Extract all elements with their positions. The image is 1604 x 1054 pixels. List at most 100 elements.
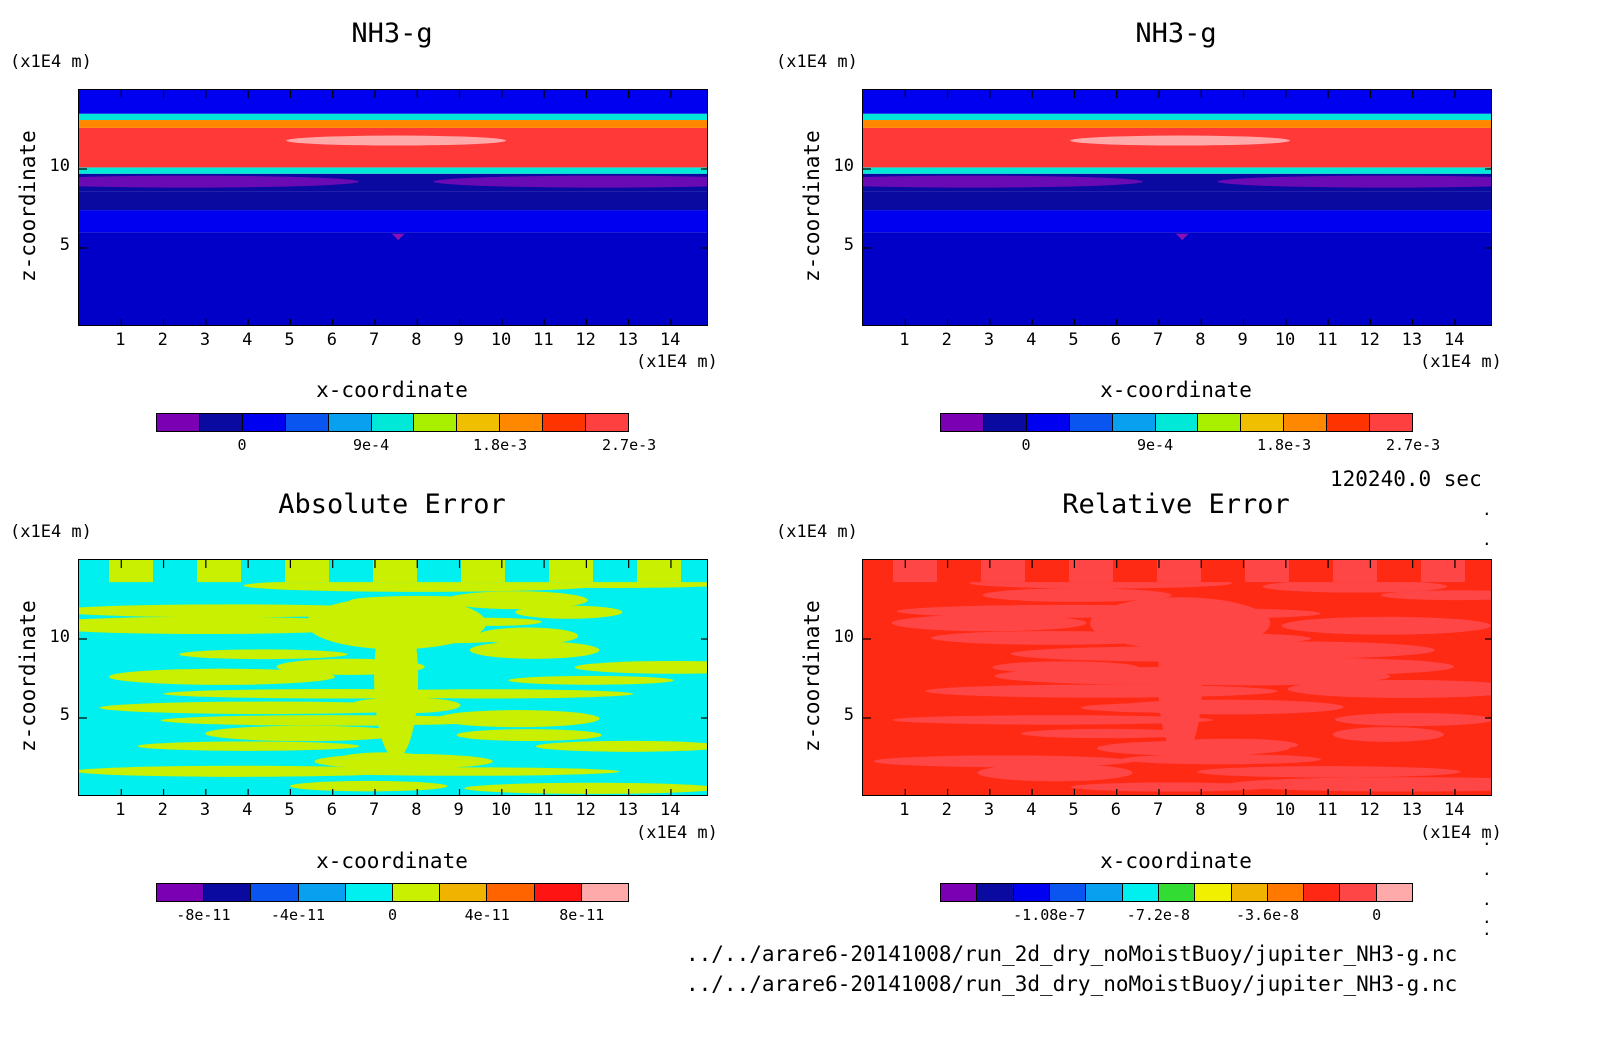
contour-region bbox=[306, 597, 487, 650]
contour-region bbox=[574, 660, 707, 674]
x-axis-label: x-coordinate bbox=[316, 849, 468, 873]
contour-region bbox=[1332, 727, 1444, 742]
chart-title: NH3-g bbox=[351, 18, 433, 49]
contour-region bbox=[891, 715, 1213, 725]
colorbar bbox=[940, 413, 1413, 432]
y-unit-label: (x1E4 m) bbox=[776, 522, 858, 542]
x-tick-label: 12 bbox=[1359, 800, 1380, 820]
contour-region bbox=[891, 614, 1087, 632]
heatmap bbox=[79, 90, 707, 325]
dot: . bbox=[1482, 890, 1492, 909]
x-tick-label: 6 bbox=[1110, 330, 1121, 350]
x-tick-label: 10 bbox=[490, 330, 512, 350]
colorbar-tick-label: 0 bbox=[388, 906, 398, 924]
x-tick-label: 10 bbox=[490, 800, 512, 820]
x-tick-label: 14 bbox=[1443, 800, 1465, 820]
contour-region bbox=[286, 135, 507, 146]
x-tick-label: 9 bbox=[453, 330, 464, 350]
contour-band bbox=[79, 191, 707, 211]
y-unit-label: (x1E4 m) bbox=[10, 52, 92, 72]
colorbar-swatch bbox=[1049, 884, 1087, 901]
contour-band bbox=[863, 127, 1491, 168]
x-tick-label: 6 bbox=[326, 800, 337, 820]
x-tick-label: 3 bbox=[983, 330, 995, 350]
x-tick-label: 7 bbox=[1152, 800, 1164, 820]
contour-region bbox=[1287, 680, 1491, 698]
x-tick-label: 4 bbox=[1026, 800, 1037, 820]
dot: . bbox=[1482, 860, 1492, 879]
y-tick-label: 10 bbox=[833, 627, 854, 647]
colorbar-swatch bbox=[1026, 414, 1070, 431]
y-tick-label: 5 bbox=[843, 705, 854, 725]
colorbar-tick-label: 2.7e-3 bbox=[602, 436, 657, 454]
plot-area bbox=[78, 89, 708, 326]
x-tick-label: 11 bbox=[533, 330, 554, 350]
colorbar-swatch bbox=[1304, 884, 1341, 901]
colorbar-tick-label: -8e-11 bbox=[176, 906, 231, 924]
x-tick-label: 1 bbox=[115, 800, 126, 820]
x-tick-label: 6 bbox=[1110, 800, 1121, 820]
contour-band bbox=[79, 113, 707, 121]
contour-region bbox=[437, 710, 600, 728]
colorbar-swatch bbox=[534, 884, 582, 901]
contour-band bbox=[79, 167, 707, 174]
colorbar-swatch bbox=[941, 414, 984, 431]
x-tick-label: 8 bbox=[411, 330, 422, 350]
colorbar-tick-label: 9e-4 bbox=[353, 436, 390, 454]
colorbar-swatch bbox=[157, 414, 200, 431]
colorbar-tick-label: 0 bbox=[1021, 436, 1031, 454]
colorbar-swatch bbox=[251, 884, 299, 901]
contour-region bbox=[179, 649, 348, 660]
x-tick-label: 2 bbox=[941, 330, 952, 350]
contour-region bbox=[197, 560, 241, 583]
contour-region bbox=[1113, 699, 1344, 715]
dot: . bbox=[1482, 830, 1492, 849]
colorbar-tick-label: -3.6e-8 bbox=[1235, 906, 1300, 924]
y-tick-label: 10 bbox=[49, 627, 70, 647]
x-tick-label: 8 bbox=[1195, 330, 1206, 350]
colorbar-swatch bbox=[457, 414, 501, 431]
contour-region bbox=[1217, 175, 1491, 188]
colorbar-swatch bbox=[414, 414, 458, 431]
contour-region bbox=[535, 740, 707, 752]
contour-region bbox=[925, 684, 1278, 698]
x-tick-label: 7 bbox=[1152, 330, 1164, 350]
contour-region bbox=[1380, 590, 1491, 601]
contour-region bbox=[1245, 560, 1289, 583]
x-tick-label: 4 bbox=[242, 800, 253, 820]
x-tick-label: 9 bbox=[1237, 800, 1248, 820]
y-unit-label: (x1E4 m) bbox=[10, 522, 92, 542]
y-unit-label: (x1E4 m) bbox=[776, 52, 858, 72]
colorbar-tick-label: 1.8e-3 bbox=[473, 436, 528, 454]
contour-region bbox=[444, 591, 588, 610]
colorbar-swatch bbox=[1376, 884, 1413, 901]
x-tick-label: 13 bbox=[1401, 330, 1423, 350]
contour-region bbox=[205, 725, 406, 742]
file-path-2: ../../arare6-20141008/run_3d_dry_noMoist… bbox=[686, 972, 1458, 996]
contour-region bbox=[1281, 616, 1491, 635]
contour-region bbox=[1335, 713, 1491, 727]
dot: . bbox=[1482, 500, 1492, 519]
colorbar-swatch bbox=[1086, 884, 1123, 901]
contour-band bbox=[79, 232, 707, 325]
colorbar-swatch bbox=[1112, 414, 1156, 431]
contour-region bbox=[1421, 560, 1465, 583]
contour-band bbox=[863, 210, 1491, 233]
x-tick-label: 5 bbox=[284, 330, 295, 350]
contour-region bbox=[79, 765, 407, 777]
dot: . bbox=[1482, 908, 1492, 927]
y-tick-label: 5 bbox=[59, 705, 70, 725]
plot-area bbox=[862, 89, 1492, 326]
x-tick-label: 12 bbox=[575, 330, 596, 350]
colorbar-tick-label: 2.7e-3 bbox=[1386, 436, 1441, 454]
contour-region bbox=[461, 560, 505, 583]
colorbar-swatch bbox=[500, 414, 544, 431]
contour-region bbox=[476, 627, 579, 645]
x-axis-label: x-coordinate bbox=[316, 378, 468, 402]
contour-region bbox=[992, 661, 1139, 674]
contour-region bbox=[346, 689, 634, 699]
contour-region bbox=[863, 175, 1143, 188]
contour-region bbox=[109, 560, 153, 583]
contour-band bbox=[79, 127, 707, 168]
colorbar-swatch bbox=[1370, 414, 1412, 431]
